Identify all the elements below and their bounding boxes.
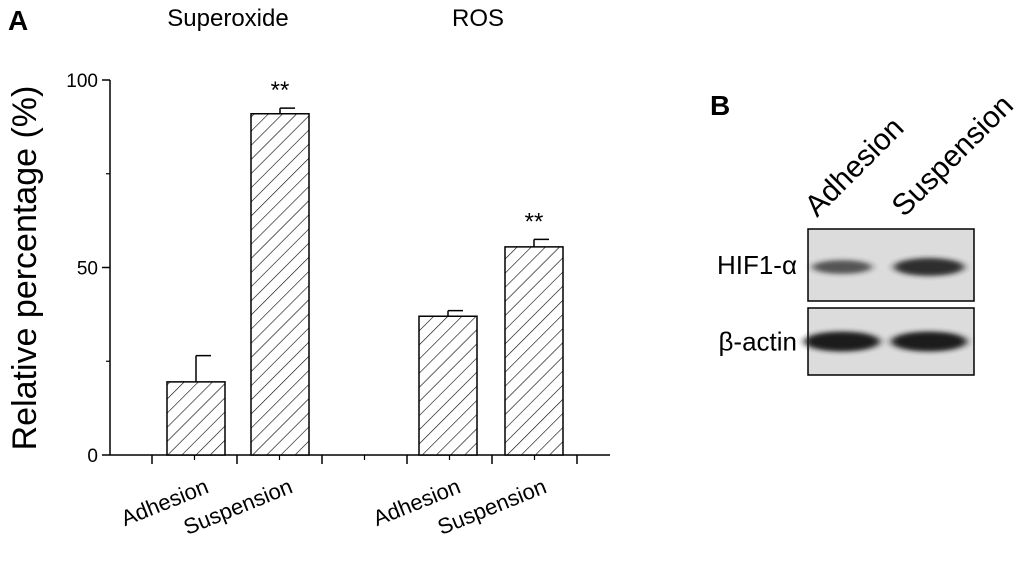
- y-tick-label: 50: [77, 259, 98, 280]
- bar: [418, 315, 478, 456]
- y-axis-label: Relative percentage (%): [6, 86, 44, 451]
- bar: [504, 246, 564, 456]
- y-tick-label: 0: [87, 446, 98, 467]
- bar: [166, 381, 226, 456]
- bar-chart: Relative percentage (%) 0 50 100 Superoxid…: [6, 5, 610, 540]
- group-title: Superoxide: [167, 5, 288, 32]
- bar: [250, 113, 310, 456]
- significance-label: **: [271, 77, 290, 104]
- panel-label-a: A: [8, 5, 28, 36]
- blot-band: [891, 331, 967, 352]
- y-tick-label: 100: [66, 71, 98, 92]
- panel-label-b: B: [710, 90, 730, 121]
- blot-rows: HIF1-α β-actin: [717, 228, 975, 376]
- blot-row: HIF1-α: [717, 228, 975, 302]
- x-ticks: [151, 455, 578, 464]
- blot-band: [804, 331, 880, 352]
- blot-row-label: HIF1-α: [717, 250, 797, 280]
- group-titles: Superoxide ROS: [167, 5, 504, 32]
- blot-row-label: β-actin: [718, 327, 797, 357]
- significance-label: **: [525, 208, 544, 235]
- bars: ** **: [166, 77, 564, 456]
- blot-band: [893, 258, 965, 276]
- blot-lane-label: Suspension: [886, 89, 1020, 223]
- blot-band: [812, 260, 872, 274]
- blot-row: β-actin: [718, 307, 975, 376]
- group-title: ROS: [452, 5, 504, 32]
- y-ticks: 0 50 100: [66, 71, 110, 467]
